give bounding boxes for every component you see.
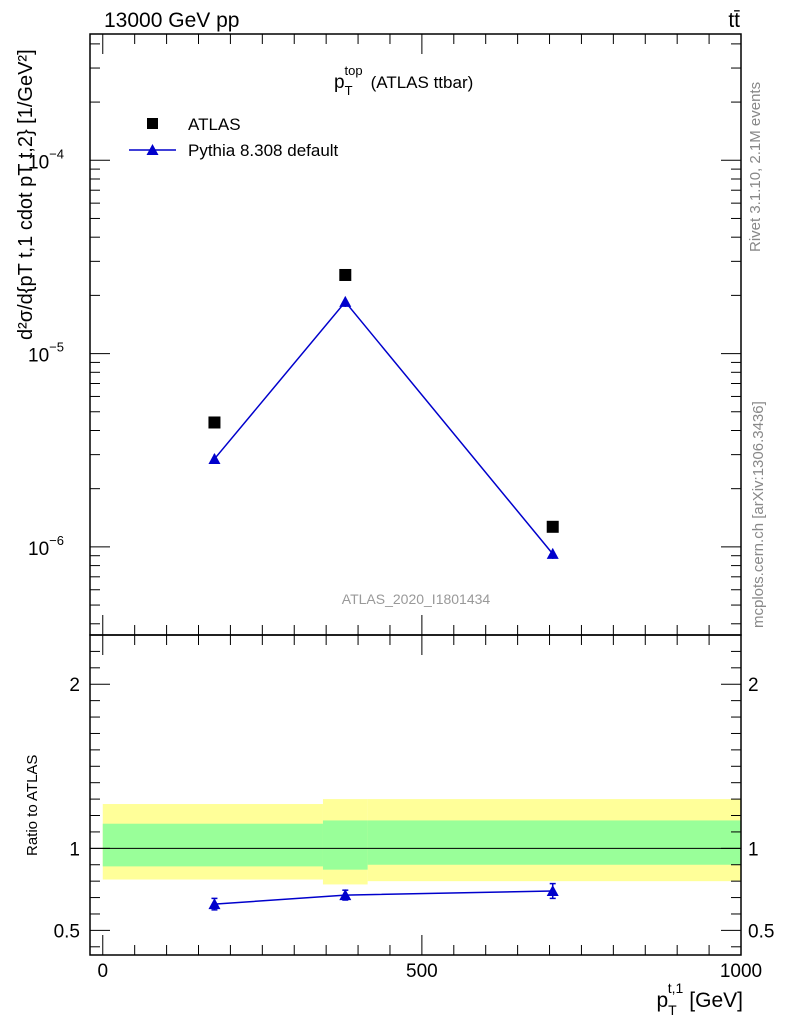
analysis-watermark: ATLAS_2020_I1801434 xyxy=(342,591,491,607)
legend-atlas-marker xyxy=(147,118,158,129)
ratio-plot-frame xyxy=(89,634,742,956)
pythia-point xyxy=(208,452,221,464)
main-y-tick-label: 10−5 xyxy=(28,340,64,367)
ratio-y-tick-label-right: 2 xyxy=(748,675,759,696)
atlas-point xyxy=(208,416,221,429)
main-y-tick-label-exponent: −5 xyxy=(49,340,64,355)
ratio-y-axis-label: Ratio to ATLAS xyxy=(24,755,41,856)
ratio-y-tick-label-left: 0.5 xyxy=(54,921,80,942)
x-tick-label: 500 xyxy=(406,961,438,982)
title-suffix: (ATLAS ttbar) xyxy=(371,73,474,92)
atlas-point xyxy=(546,520,559,533)
x-label-subscript: T xyxy=(668,1002,677,1018)
title-superscript: top xyxy=(345,63,363,78)
ratio-pythia-point xyxy=(546,885,559,896)
uncertainty-band-green xyxy=(102,823,323,867)
plot-title: pTtop (ATLAS ttbar) xyxy=(334,63,473,98)
main-y-tick-label-base: 10 xyxy=(28,152,49,173)
header-final-state-label: tt̄ xyxy=(728,9,740,32)
main-y-tick-label: 10−6 xyxy=(28,533,64,560)
mcplots-reference-label: mcplots.cern.ch [arXiv:1306.3436] xyxy=(750,401,767,628)
uncertainty-band-green xyxy=(367,820,741,865)
ratio-pythia-point xyxy=(339,889,352,901)
x-label-main: p xyxy=(656,989,668,1012)
legend-atlas-label: ATLAS xyxy=(188,115,241,134)
ratio-y-tick-label-right: 1 xyxy=(748,839,759,860)
ratio-y-tick-label-left: 2 xyxy=(69,675,80,696)
pythia-point xyxy=(339,295,352,307)
main-y-tick-label-exponent: −6 xyxy=(49,533,64,548)
ratio-pythia-line xyxy=(214,890,553,905)
pythia-point xyxy=(546,547,559,559)
legend-pythia-marker xyxy=(146,144,159,155)
title-subscript: T xyxy=(345,83,353,98)
legend-pythia-label: Pythia 8.308 default xyxy=(188,141,339,160)
uncertainty-band-green xyxy=(322,820,368,870)
title-main: p xyxy=(334,72,345,93)
main-y-tick-label-base: 10 xyxy=(28,346,49,367)
pythia-series-line xyxy=(213,300,554,555)
main-plot-panel: 10−610−510−4 pTtop(ATLAS ttbar) d²σ/d{pT… xyxy=(15,33,742,636)
x-label-superscript: t,1 xyxy=(668,980,684,996)
legend: ATLAS Pythia 8.308 default xyxy=(129,115,339,160)
atlas-point xyxy=(339,268,352,281)
rivet-version-label: Rivet 3.1.10, 2.1M events xyxy=(747,82,764,252)
ratio-pythia-point xyxy=(208,898,221,910)
x-axis-label: pTt,1 [GeV] xyxy=(656,980,743,1018)
header-process-label: 13000 GeV pp xyxy=(104,9,239,32)
ratio-plot-panel: 0.5 0.5 1 1 2 2 0 500 1000 Ratio to ATLAS pTt,1 [… xyxy=(24,634,774,1018)
main-y-tick-label-exponent: −4 xyxy=(49,146,64,161)
ratio-y-tick-label-right: 0.5 xyxy=(748,921,774,942)
main-y-axis-label: d²σ/d{pT t,1 cdot pT t,2} [1/GeV²] xyxy=(15,49,37,340)
x-tick-label: 1000 xyxy=(720,961,762,982)
main-y-tick-label: 10−4 xyxy=(28,146,64,173)
x-label-unit: [GeV] xyxy=(689,989,743,1012)
x-tick-label: 0 xyxy=(97,961,108,982)
ratio-y-tick-label-left: 1 xyxy=(69,839,80,860)
main-y-tick-label-base: 10 xyxy=(28,539,49,560)
